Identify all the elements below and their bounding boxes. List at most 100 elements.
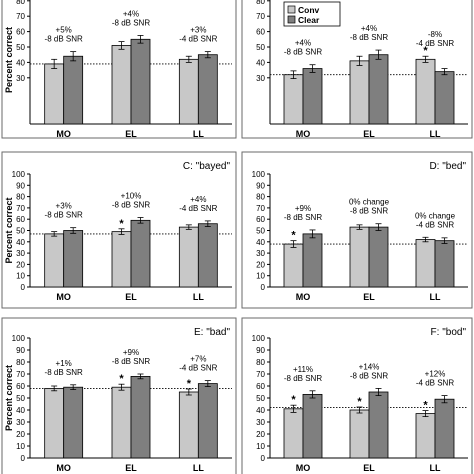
x-tick-label: MO <box>296 463 311 473</box>
bar-conv <box>349 409 370 459</box>
legend-label-clear: Clear <box>298 15 320 25</box>
y-tick-label: 100 <box>252 170 266 179</box>
annotation-snr: -4 dB SNR <box>179 35 217 44</box>
bar-conv <box>349 226 370 288</box>
panel-title: C: "bayed" <box>183 161 231 172</box>
bar-clear <box>434 71 455 125</box>
annotation-snr: -8 dB SNR <box>350 33 388 42</box>
panel-border <box>1 317 237 474</box>
x-tick-label: MO <box>56 129 71 139</box>
y-tick-label: 80 <box>16 358 25 367</box>
bar-conv <box>415 413 436 459</box>
y-tick-label: 30 <box>256 249 265 258</box>
annotation-snr: -8 dB SNR <box>112 357 150 366</box>
y-tick-label: 40 <box>256 238 265 247</box>
y-tick-label: 0 <box>261 454 266 463</box>
bar-conv <box>178 226 199 288</box>
annotation-change: +4% <box>123 9 139 18</box>
significance-star: * <box>187 378 192 390</box>
y-tick-label: 10 <box>16 442 25 451</box>
y-tick-label: 40 <box>256 406 265 415</box>
y-tick-label: 80 <box>16 193 25 202</box>
y-tick-label: 60 <box>16 382 25 391</box>
panel-title: F: "bod" <box>431 327 467 338</box>
y-axis-label: Percent correct <box>4 365 14 431</box>
annotation-change: +14% <box>359 362 380 371</box>
bar-conv <box>44 63 65 125</box>
annotation-change: +4% <box>361 24 377 33</box>
bar-clear <box>368 226 389 288</box>
bar-clear <box>434 398 455 459</box>
x-tick-label: LL <box>193 129 204 139</box>
annotation-snr: -4 dB SNR <box>416 39 454 48</box>
x-tick-label: EL <box>363 463 375 473</box>
annotation-change: +4% <box>295 39 311 48</box>
y-tick-label: 30 <box>16 418 25 427</box>
bar-clear <box>130 219 151 288</box>
annotation-snr: -4 dB SNR <box>416 220 454 229</box>
annotation-snr: -8 dB SNR <box>45 368 83 377</box>
significance-star: * <box>357 396 362 408</box>
x-tick-label: LL <box>430 129 441 139</box>
legend-label-conv: Conv <box>298 5 320 15</box>
x-tick-label: MO <box>56 463 71 473</box>
bar-conv <box>283 243 304 288</box>
panel-border <box>241 151 473 309</box>
bar-clear <box>63 230 84 288</box>
x-tick-label: EL <box>125 129 137 139</box>
y-tick-label: 20 <box>16 260 25 269</box>
y-tick-label: 40 <box>256 58 265 67</box>
y-tick-label: 80 <box>256 358 265 367</box>
annotation-change: +1% <box>56 359 72 368</box>
bar-clear <box>130 38 151 125</box>
annotation-change: +4% <box>190 195 206 204</box>
annotation-snr: -4 dB SNR <box>179 364 217 373</box>
y-tick-label: 50 <box>16 394 25 403</box>
y-tick-label: 70 <box>256 370 265 379</box>
annotation-change: +5% <box>56 26 72 35</box>
annotation-snr: -8 dB SNR <box>45 35 83 44</box>
bar-conv <box>44 387 65 459</box>
chart-panel-5: 0 10 20 30 40 50 60 70 80 90 100 Percent correct E: … <box>1 317 237 474</box>
bar-conv <box>415 58 436 125</box>
bar-clear <box>197 223 218 288</box>
x-tick-label: EL <box>125 292 137 302</box>
legend-swatch-conv <box>287 5 296 14</box>
y-tick-label: 70 <box>16 12 25 21</box>
y-tick-label: 0 <box>21 454 26 463</box>
significance-star: * <box>291 394 296 406</box>
y-tick-label: 40 <box>16 406 25 415</box>
annotation-change: +9% <box>123 348 139 357</box>
annotation-change: +11% <box>293 365 313 374</box>
bar-clear <box>302 233 323 288</box>
y-tick-label: 70 <box>16 204 25 213</box>
y-tick-label: 60 <box>256 215 265 224</box>
annotation-snr: -8 dB SNR <box>350 207 388 216</box>
x-tick-label: LL <box>193 463 204 473</box>
panel-border <box>1 151 237 309</box>
panel-border <box>241 317 473 474</box>
x-tick-label: EL <box>363 292 375 302</box>
x-tick-label: MO <box>56 292 71 302</box>
y-axis-label: Percent correct <box>4 27 14 93</box>
y-tick-label: 40 <box>16 238 25 247</box>
bar-conv <box>283 408 304 459</box>
y-tick-label: 30 <box>256 74 265 83</box>
annotation-snr: -4 dB SNR <box>179 204 217 213</box>
x-tick-label: LL <box>430 463 441 473</box>
bar-conv <box>111 386 132 459</box>
bar-conv <box>111 231 132 288</box>
y-tick-label: 30 <box>16 74 25 83</box>
bar-conv <box>283 74 304 125</box>
panel-border <box>241 0 473 139</box>
y-tick-label: 20 <box>256 430 265 439</box>
bar-clear <box>368 54 389 125</box>
annotation-snr: -4 dB SNR <box>416 379 454 388</box>
y-tick-label: 60 <box>256 382 265 391</box>
y-tick-label: 70 <box>256 204 265 213</box>
